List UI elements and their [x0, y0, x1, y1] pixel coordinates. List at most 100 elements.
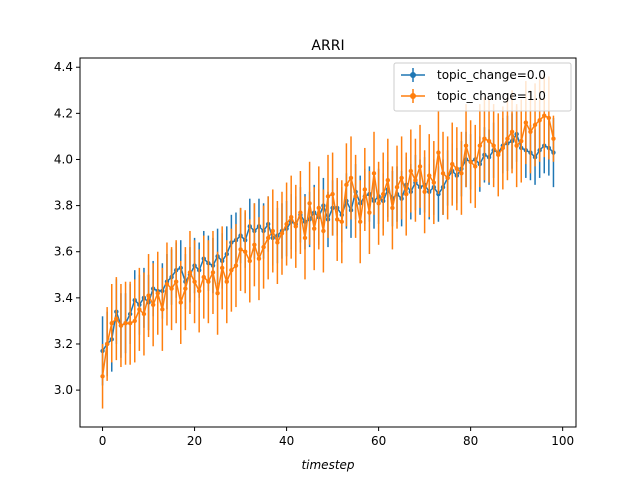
data-point	[427, 173, 432, 178]
data-point	[229, 267, 234, 273]
x-tick-label: 40	[279, 434, 294, 448]
data-point	[127, 321, 133, 326]
x-tick-label: 0	[99, 434, 107, 448]
data-point	[385, 178, 391, 183]
legend-frame	[393, 62, 572, 112]
data-point	[311, 226, 317, 231]
data-point	[473, 164, 478, 169]
data-point	[298, 210, 303, 215]
data-point	[284, 221, 289, 227]
data-point	[367, 210, 372, 215]
data-point	[537, 118, 542, 123]
data-point	[104, 341, 110, 347]
legend-marker	[410, 93, 416, 99]
data-point	[542, 113, 547, 118]
data-point	[201, 274, 206, 280]
data-point	[505, 136, 510, 141]
data-point	[242, 249, 248, 254]
data-point	[288, 214, 294, 220]
data-point	[247, 258, 252, 264]
data-point	[325, 194, 331, 199]
data-point	[362, 187, 368, 192]
y-tick-label: 3.2	[54, 337, 73, 351]
data-point	[219, 265, 225, 271]
data-point	[376, 201, 381, 206]
data-point	[440, 171, 446, 176]
x-tick-label: 20	[187, 434, 202, 448]
legend-label: topic_change=0.0	[437, 68, 546, 82]
data-point	[551, 136, 556, 141]
data-point	[344, 182, 349, 188]
data-point	[270, 228, 275, 234]
data-point	[528, 129, 533, 134]
y-tick-label: 4.0	[54, 152, 73, 166]
data-point	[371, 171, 377, 176]
data-point	[445, 175, 450, 181]
data-point	[408, 168, 414, 174]
data-point	[210, 270, 216, 275]
data-point	[146, 293, 151, 298]
data-point	[519, 138, 524, 144]
data-point	[206, 279, 211, 284]
data-point	[496, 152, 501, 158]
data-point	[450, 161, 455, 167]
data-point	[454, 166, 460, 171]
data-point	[532, 122, 538, 128]
data-point	[413, 178, 418, 183]
data-point	[404, 191, 409, 197]
series-layer	[100, 74, 556, 409]
data-point	[183, 286, 188, 291]
data-point	[417, 164, 423, 169]
data-point	[169, 286, 174, 291]
legend-entry-2: topic_change=1.0	[401, 89, 546, 103]
data-point	[137, 307, 142, 312]
data-point	[100, 374, 105, 379]
data-point	[132, 318, 137, 324]
data-point	[335, 217, 340, 222]
data-point	[321, 228, 326, 234]
data-point	[381, 191, 386, 197]
data-point	[252, 242, 257, 248]
legend-label: topic_change=1.0	[437, 89, 546, 103]
data-point	[256, 256, 262, 261]
y-tick-label: 3.8	[54, 199, 73, 213]
x-tick-label: 80	[463, 434, 478, 448]
y-tick-label: 4.2	[54, 106, 73, 120]
data-point	[293, 224, 298, 229]
y-tick-label: 3.0	[54, 383, 73, 397]
series-2	[100, 74, 556, 409]
data-point	[431, 180, 437, 185]
data-point	[160, 307, 165, 312]
legend-entry-1: topic_change=0.0	[401, 68, 546, 82]
data-point	[514, 143, 519, 148]
x-axis-label: timestep	[301, 458, 354, 472]
data-point	[164, 281, 170, 287]
data-point	[224, 279, 229, 284]
x-axis: 0 20 40 60 80 100	[99, 427, 574, 448]
data-point	[330, 191, 335, 197]
data-point	[348, 175, 354, 181]
data-point	[482, 136, 487, 141]
data-point	[491, 143, 496, 148]
data-point	[339, 219, 345, 224]
legend-marker	[410, 72, 416, 78]
data-point	[390, 205, 395, 211]
data-point	[422, 189, 427, 194]
data-point	[436, 150, 441, 155]
data-point	[173, 279, 179, 284]
data-point	[275, 240, 280, 245]
legend-entries: topic_change=0.0 topic_change=1.0	[401, 68, 546, 103]
data-point	[118, 323, 124, 328]
data-point	[546, 115, 552, 121]
data-point	[486, 138, 492, 144]
data-point	[187, 270, 193, 275]
data-point	[463, 143, 469, 148]
data-point	[316, 205, 321, 211]
data-point	[477, 143, 483, 148]
x-tick-label: 100	[551, 434, 574, 448]
x-tick-label: 60	[371, 434, 386, 448]
data-point	[233, 263, 239, 268]
data-point	[468, 159, 473, 164]
data-point	[307, 201, 312, 206]
